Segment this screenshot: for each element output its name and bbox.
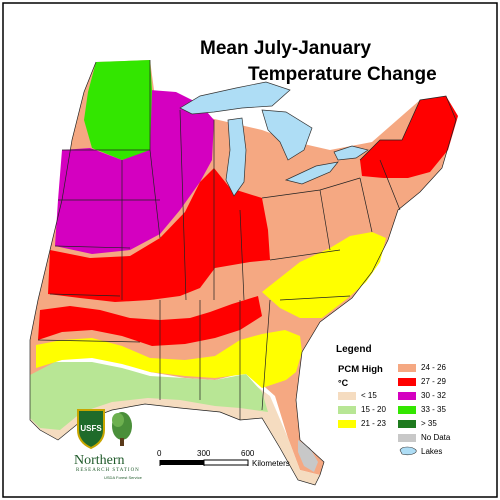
legend-label: > 35: [421, 419, 437, 428]
lake-michigan: [225, 117, 247, 197]
legend-label: Lakes: [421, 447, 443, 456]
tree-icon: [112, 412, 132, 446]
logo-subname: RESEARCH STATION: [76, 468, 140, 473]
usfs-shield-logo: USFS: [77, 409, 105, 450]
legend-swatch: [338, 406, 356, 414]
map-title-line-2: Temperature Change: [248, 64, 437, 85]
legend-label: 30 - 32: [421, 391, 446, 400]
legend-swatch: [398, 434, 416, 442]
legend-swatch: [398, 392, 416, 400]
scale-unit-label: Kilometers: [252, 459, 290, 468]
region-21-23-east: [262, 232, 386, 318]
legend-label: 21 - 23: [361, 419, 386, 428]
legend-label: 15 - 20: [361, 405, 386, 414]
region-map: [29, 60, 458, 486]
map-title-line-1: Mean July-January: [200, 38, 372, 59]
logo-agency: USDA Forest Service: [104, 475, 142, 480]
no-data-florida: [298, 440, 318, 472]
legend-swatch: [338, 392, 356, 400]
legend-label: 33 - 35: [421, 405, 446, 414]
region-15-20: [30, 362, 268, 430]
legend-swatch: [398, 420, 416, 428]
lake-huron: [261, 109, 313, 161]
scale-bar-segment: [160, 460, 204, 465]
lake-superior: [179, 81, 291, 115]
scale-bar: [159, 459, 249, 466]
legend-swatch: [398, 378, 416, 386]
region-27-29-ne: [360, 96, 458, 178]
region-27-29-south: [38, 296, 262, 346]
lake-ontario: [333, 145, 369, 161]
shield-text: USFS: [80, 424, 102, 433]
region-33-35: [84, 60, 152, 160]
legend-swatch: [398, 406, 416, 414]
legend-subtitle: PCM High: [338, 364, 383, 375]
region-30-32: [55, 90, 214, 254]
logo-name: Northern: [74, 453, 125, 468]
legend-label: 24 - 26: [421, 363, 446, 372]
region-27-29-midwest: [48, 168, 270, 302]
scale-bar-segment: [203, 459, 249, 466]
legend-swatch: [398, 364, 416, 372]
state-borders: [29, 60, 457, 486]
legend-swatches: [338, 364, 417, 456]
legend-label: 27 - 29: [421, 377, 446, 386]
lakes-icon: [399, 446, 417, 456]
scale-tick-label: 300: [197, 449, 211, 458]
legend-label: No Data: [421, 433, 451, 442]
legend-title: Legend: [336, 344, 372, 355]
scale-tick-label: 600: [241, 449, 255, 458]
legend-label: < 15: [361, 391, 377, 400]
legend-unit: °C: [338, 378, 349, 388]
legend-swatch: [338, 420, 356, 428]
region-21-23-south: [36, 330, 302, 388]
lake-erie: [284, 161, 339, 185]
scale-tick-label: 0: [157, 449, 162, 458]
